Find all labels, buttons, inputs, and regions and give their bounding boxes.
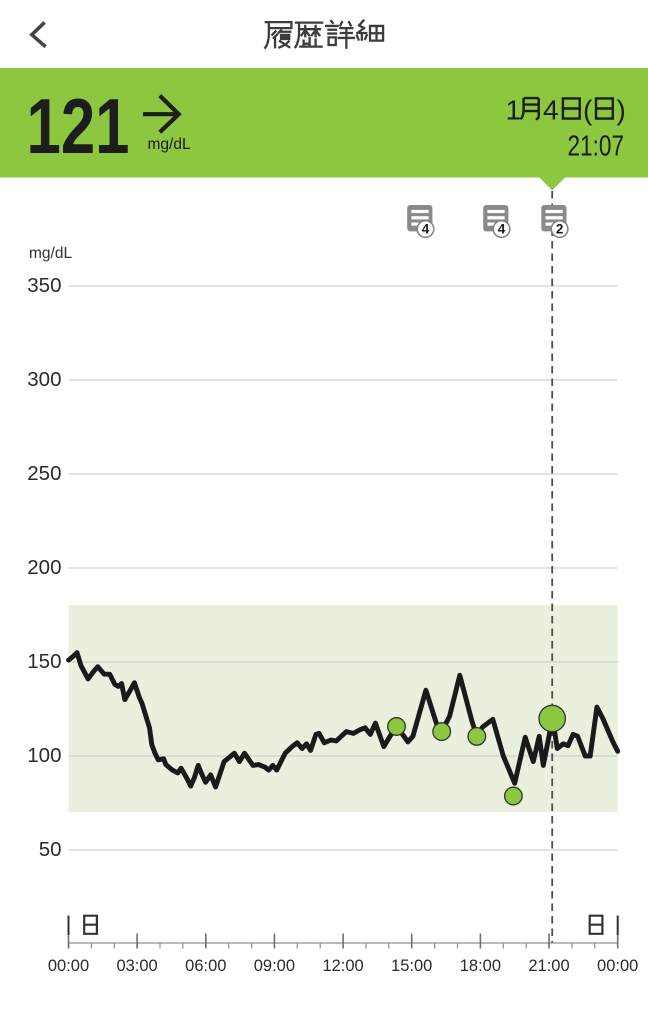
svg-text:121: 121 — [27, 82, 130, 170]
svg-text:4: 4 — [543, 95, 559, 126]
svg-text:09:00: 09:00 — [254, 957, 295, 975]
svg-text:00:00: 00:00 — [597, 957, 638, 975]
svg-text:15:00: 15:00 — [391, 957, 432, 975]
svg-text:21:00: 21:00 — [528, 957, 569, 975]
svg-text:150: 150 — [27, 650, 61, 673]
svg-text:200: 200 — [27, 556, 61, 579]
svg-text:mg/dL: mg/dL — [148, 136, 191, 153]
svg-text:4: 4 — [422, 222, 430, 237]
svg-text:00:00: 00:00 — [48, 957, 89, 975]
svg-text:350: 350 — [27, 274, 61, 297]
svg-text:18:00: 18:00 — [460, 957, 501, 975]
svg-text:12:00: 12:00 — [322, 957, 363, 975]
svg-text:300: 300 — [27, 368, 61, 391]
svg-text:1: 1 — [506, 95, 522, 126]
svg-text:06:00: 06:00 — [185, 957, 226, 975]
svg-text:): ) — [617, 95, 626, 126]
svg-text:(: ( — [583, 95, 593, 126]
svg-text:250: 250 — [27, 462, 61, 485]
svg-text:mg/dL: mg/dL — [29, 245, 72, 262]
svg-text:2: 2 — [556, 222, 564, 237]
svg-text:03:00: 03:00 — [116, 957, 157, 975]
svg-text:21:07: 21:07 — [568, 131, 625, 163]
svg-text:4: 4 — [498, 222, 506, 237]
svg-text:100: 100 — [27, 744, 61, 767]
svg-text:50: 50 — [39, 838, 62, 861]
